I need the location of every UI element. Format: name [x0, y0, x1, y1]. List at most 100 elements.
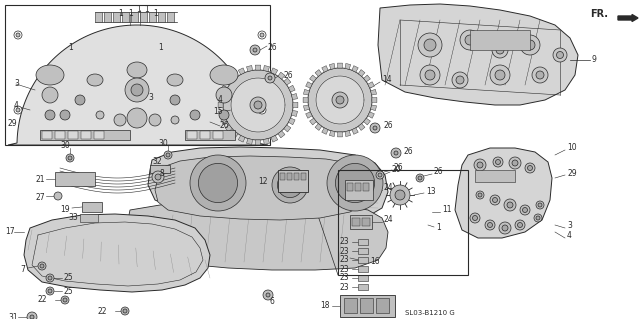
Bar — [55, 172, 95, 186]
Text: 4: 4 — [567, 232, 572, 241]
Bar — [358, 266, 368, 272]
Circle shape — [155, 174, 161, 180]
Polygon shape — [315, 70, 322, 76]
Text: 4: 4 — [14, 101, 19, 110]
Circle shape — [60, 110, 70, 120]
Text: 12: 12 — [258, 176, 268, 186]
Bar — [187, 131, 197, 139]
Bar — [301, 173, 306, 180]
Circle shape — [378, 173, 382, 177]
Bar — [94, 131, 104, 139]
Circle shape — [499, 222, 511, 234]
Polygon shape — [124, 198, 388, 270]
Text: 3: 3 — [148, 93, 153, 101]
Bar — [358, 257, 368, 263]
Polygon shape — [358, 70, 365, 76]
Polygon shape — [24, 214, 210, 292]
Bar — [5, 5, 270, 145]
Polygon shape — [231, 131, 238, 138]
Circle shape — [424, 39, 436, 51]
Circle shape — [216, 87, 232, 103]
Bar — [376, 298, 389, 313]
Text: 23: 23 — [340, 238, 349, 247]
Polygon shape — [330, 63, 335, 69]
Text: 24: 24 — [384, 183, 394, 192]
Text: 1: 1 — [144, 5, 148, 14]
Circle shape — [332, 92, 348, 108]
Polygon shape — [322, 128, 328, 134]
Circle shape — [268, 76, 272, 80]
Bar — [358, 239, 368, 245]
Bar — [42, 131, 52, 139]
Circle shape — [14, 106, 22, 114]
Bar — [363, 183, 369, 191]
Circle shape — [493, 157, 503, 167]
Ellipse shape — [167, 74, 183, 86]
Circle shape — [496, 46, 504, 54]
Circle shape — [250, 97, 266, 113]
Bar — [149, 12, 156, 22]
Circle shape — [170, 95, 180, 105]
Bar — [150, 165, 170, 173]
Text: 26: 26 — [220, 122, 230, 130]
Polygon shape — [221, 118, 228, 125]
Text: 14: 14 — [382, 76, 392, 85]
Circle shape — [277, 172, 303, 197]
Polygon shape — [218, 93, 225, 100]
Circle shape — [527, 166, 532, 170]
Text: 3: 3 — [14, 79, 19, 88]
Text: 15: 15 — [213, 108, 223, 116]
Polygon shape — [337, 63, 342, 68]
Circle shape — [553, 48, 567, 62]
Polygon shape — [352, 66, 358, 72]
Circle shape — [272, 167, 308, 203]
Text: 23: 23 — [340, 247, 349, 256]
Circle shape — [456, 76, 464, 84]
Polygon shape — [310, 118, 316, 125]
Circle shape — [14, 31, 22, 39]
Text: 6: 6 — [270, 298, 275, 307]
Ellipse shape — [127, 62, 147, 78]
Circle shape — [121, 307, 129, 315]
Ellipse shape — [36, 65, 64, 85]
Circle shape — [190, 155, 246, 211]
Bar — [55, 131, 65, 139]
Text: 1: 1 — [118, 10, 123, 19]
Polygon shape — [345, 131, 351, 137]
Text: 30: 30 — [158, 138, 168, 147]
Bar — [345, 180, 373, 200]
Bar — [352, 218, 360, 226]
Polygon shape — [246, 138, 253, 145]
Polygon shape — [371, 89, 376, 95]
Circle shape — [418, 176, 422, 180]
Bar — [475, 170, 515, 182]
Circle shape — [512, 160, 518, 166]
Bar — [167, 12, 174, 22]
Polygon shape — [289, 85, 295, 92]
Circle shape — [16, 108, 20, 112]
Polygon shape — [264, 65, 269, 71]
Text: 32: 32 — [152, 158, 162, 167]
Circle shape — [260, 33, 264, 37]
Circle shape — [390, 185, 410, 205]
Polygon shape — [303, 89, 309, 95]
Circle shape — [477, 162, 483, 168]
Circle shape — [474, 159, 486, 171]
Circle shape — [485, 220, 495, 230]
Circle shape — [131, 84, 143, 96]
Circle shape — [263, 290, 273, 300]
Polygon shape — [372, 98, 377, 102]
Circle shape — [520, 205, 530, 215]
Polygon shape — [225, 78, 232, 85]
Text: 31: 31 — [8, 314, 18, 319]
Bar — [338, 170, 468, 275]
Circle shape — [536, 71, 544, 79]
Circle shape — [46, 274, 54, 282]
Bar — [470, 30, 530, 50]
Text: 17: 17 — [5, 227, 15, 236]
Circle shape — [125, 78, 149, 102]
Bar — [340, 295, 395, 317]
Ellipse shape — [210, 65, 238, 85]
Text: 10: 10 — [567, 144, 577, 152]
Bar — [344, 298, 357, 313]
